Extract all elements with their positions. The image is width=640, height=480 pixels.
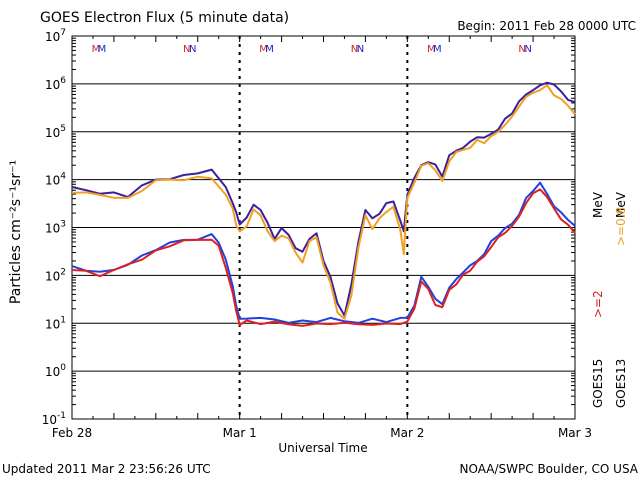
mev-unit-label-1: MeV bbox=[591, 191, 605, 218]
credit-label: NOAA/SWPC Boulder, CO USA bbox=[460, 462, 639, 476]
label-goes13: GOES13 bbox=[614, 359, 628, 408]
y-tick-label: 101 bbox=[45, 315, 66, 331]
y-tick-label: 104 bbox=[45, 172, 66, 188]
event-marker: N bbox=[524, 44, 531, 55]
x-tick-label: Mar 3 bbox=[558, 426, 592, 440]
series-line bbox=[71, 181, 576, 324]
x-axis-label: Universal Time bbox=[278, 441, 367, 455]
x-tick-label: Mar 2 bbox=[390, 426, 424, 440]
y-tick-label: 105 bbox=[45, 124, 66, 140]
label-ge2-goes15: >=2 bbox=[591, 290, 605, 318]
series-line bbox=[71, 81, 576, 317]
updated-timestamp: Updated 2011 Mar 2 23:56:26 UTC bbox=[2, 462, 211, 476]
event-marker: M bbox=[98, 44, 107, 55]
mev-unit-label-2: MeV bbox=[614, 191, 628, 218]
event-marker: N bbox=[518, 44, 525, 55]
right-legend: MeV >=2 GOES15 MeV >=0.8 GOES13 bbox=[591, 191, 628, 408]
begin-label: Begin: 2011 Feb 28 0000 UTC bbox=[457, 19, 636, 33]
x-axis-ticks: Feb 28 Mar 1 Mar 2 Mar 3 bbox=[52, 36, 592, 440]
event-marker: N bbox=[357, 44, 364, 55]
event-marker: M bbox=[92, 44, 101, 55]
event-marker: N bbox=[189, 44, 196, 55]
event-marker: M bbox=[265, 44, 274, 55]
grid-lines bbox=[72, 36, 575, 419]
y-tick-label: 106 bbox=[45, 76, 66, 92]
x-tick-label: Mar 1 bbox=[223, 426, 257, 440]
y-tick-label: 107 bbox=[45, 28, 66, 44]
series-lines bbox=[71, 81, 576, 327]
event-marker: M bbox=[259, 44, 268, 55]
event-markers: MM NN MM NN MM NN bbox=[92, 44, 532, 55]
series-line bbox=[71, 84, 576, 320]
y-tick-label: 103 bbox=[45, 220, 66, 236]
series-line bbox=[71, 188, 576, 327]
label-ge08: >=0.8 bbox=[614, 207, 628, 246]
y-axis-label: Particles cm⁻²s⁻¹sr⁻¹ bbox=[8, 160, 24, 304]
event-marker: M bbox=[433, 44, 442, 55]
label-goes15: GOES15 bbox=[591, 359, 605, 408]
y-tick-label: 102 bbox=[45, 267, 66, 283]
y-axis-ticks: 10-1 100 101 102 103 104 105 106 107 bbox=[42, 28, 575, 427]
chart-title: GOES Electron Flux (5 minute data) bbox=[40, 10, 289, 26]
event-marker: M bbox=[427, 44, 436, 55]
y-tick-label: 10-1 bbox=[42, 411, 66, 427]
x-tick-label: Feb 28 bbox=[52, 426, 92, 440]
event-marker: N bbox=[351, 44, 358, 55]
y-tick-label: 100 bbox=[45, 363, 66, 379]
event-marker: N bbox=[183, 44, 190, 55]
